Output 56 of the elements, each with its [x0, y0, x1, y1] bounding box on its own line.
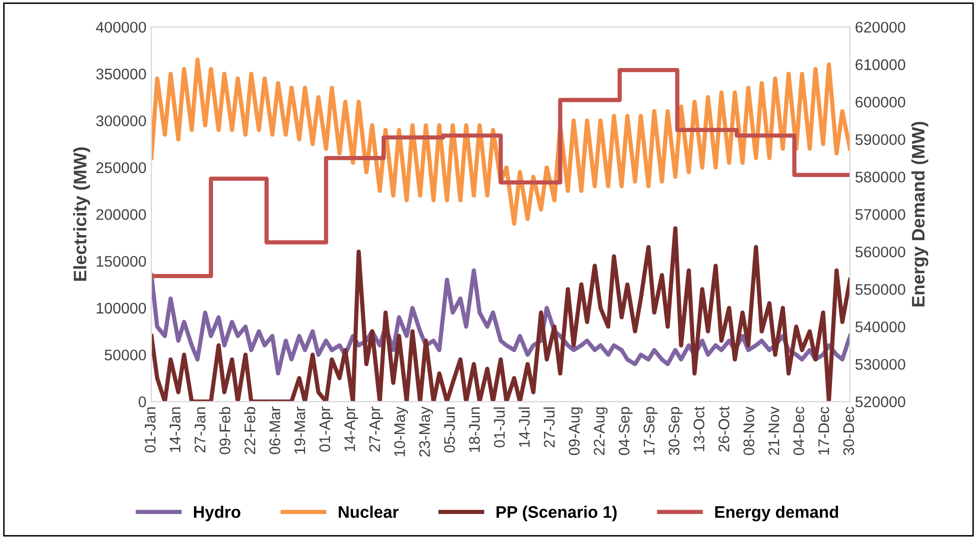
x-tick-label: 04-Dec [793, 406, 804, 456]
legend-label: Nuclear [338, 506, 399, 518]
x-tick-label: 22-Feb [244, 407, 256, 454]
x-tick-label: 23-May [419, 406, 433, 457]
x-tick-label: 19-Mar [294, 406, 306, 454]
x-tick-label: 14-Apr [344, 406, 358, 452]
y-tick-label: 250000 [96, 162, 146, 174]
x-tick-label: 01-Apr [319, 406, 334, 452]
y-tick-label: 100000 [96, 302, 146, 314]
y2-tick-label: 610000 [856, 59, 906, 70]
legend-label: Hydro [194, 506, 240, 522]
line-series [151, 58, 850, 226]
y2-tick-label: 590000 [855, 134, 906, 146]
x-tick-label: 21-Nov [768, 406, 780, 455]
y-tick-label: 400000 [96, 22, 146, 33]
x-tick-label: 30-Dec [843, 406, 854, 456]
x-tick-label: 06-Mar [269, 406, 280, 454]
y-tick-label: 50000 [104, 350, 146, 360]
x-tick-label: 10-May [394, 406, 408, 456]
x-tick-label: 26-Oct [718, 406, 730, 452]
y2-tick-label: 550000 [855, 284, 906, 295]
x-tick-label: 01-Jul [494, 407, 505, 448]
y-tick-label: 350000 [96, 68, 146, 80]
x-tick-label: 30-Sep [668, 407, 682, 456]
x-tick-label: 27-Apr [369, 406, 384, 452]
x-tick-label: 13-Oct [694, 406, 704, 452]
y2-tick-label: 620000 [856, 22, 906, 33]
x-tick-label: 08-Nov [743, 406, 754, 456]
y2-tick-label: 540000 [855, 322, 906, 332]
x-tick-label: 14-Jul [518, 407, 530, 447]
x-tick-label: 27-Jan [194, 407, 206, 452]
y2-tick-label: 520000 [855, 396, 906, 408]
y2-tick-label: 600000 [856, 96, 906, 108]
y2-tick-label: 570000 [855, 209, 906, 220]
y-axis-title: Electricity (MW) [73, 147, 90, 281]
x-tick-label: 17-Sep [644, 407, 658, 455]
y2-axis-title: Energy Demand (MW) [911, 122, 928, 306]
legend-label: Energy demand [715, 506, 838, 522]
x-tick-label: 01-Jan [144, 407, 156, 453]
y2-tick-label: 580000 [855, 172, 906, 182]
x-tick-label: 09-Feb [219, 407, 230, 454]
x-tick-label: 27-Jul [543, 407, 555, 448]
y-tick-label: 200000 [96, 209, 146, 220]
y-tick-label: 0 [138, 396, 146, 408]
y-tick-label: 300000 [96, 115, 146, 126]
legend-label: PP (Scenario 1) [496, 506, 617, 522]
x-tick-label: 14-Jan [170, 407, 180, 452]
y2-tick-label: 560000 [855, 246, 906, 258]
x-tick-label: 04-Sep [618, 407, 633, 456]
x-tick-label: 05-Jun [444, 407, 455, 453]
x-tick-label: 22-Aug [594, 407, 608, 455]
x-tick-label: 18-Jun [469, 407, 480, 452]
y2-tick-label: 530000 [855, 358, 906, 370]
x-tick-label: 17-Dec [818, 406, 830, 454]
x-tick-label: 09-Aug [568, 407, 583, 456]
y-tick-label: 150000 [96, 256, 146, 267]
